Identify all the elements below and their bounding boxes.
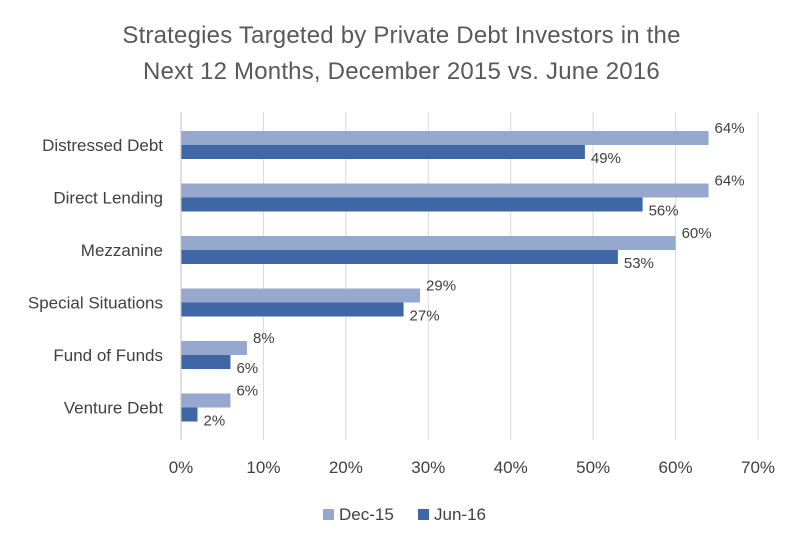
x-tick-label: 70% [741, 458, 775, 477]
category-label: Fund of Funds [53, 346, 163, 365]
data-label: 29% [426, 278, 456, 295]
data-label: 6% [236, 383, 258, 400]
bar-jun-16 [181, 302, 404, 317]
chart-title-line-2: Next 12 Months, December 2015 vs. June 2… [143, 58, 660, 85]
category-label: Venture Debt [64, 399, 164, 418]
x-tick-label: 20% [329, 458, 363, 477]
bar-dec-15 [181, 341, 247, 355]
bar-jun-16 [181, 355, 231, 369]
x-tick-label: 0% [169, 458, 194, 477]
data-label: 60% [682, 225, 712, 242]
x-tick-label: 30% [411, 458, 445, 477]
x-tick-label: 40% [494, 458, 528, 477]
legend-label-jun-16: Jun-16 [434, 505, 486, 524]
data-label: 2% [203, 413, 225, 430]
x-tick-label: 10% [246, 458, 280, 477]
bar-jun-16 [181, 145, 585, 159]
data-label: 8% [253, 330, 275, 347]
bar-dec-15 [181, 393, 231, 408]
category-label: Special Situations [28, 294, 163, 313]
bar-jun-16 [181, 407, 198, 422]
category-label: Direct Lending [53, 189, 163, 208]
bar-dec-15 [181, 288, 421, 303]
data-label: 64% [715, 120, 745, 137]
data-label: 56% [649, 203, 679, 220]
chart-title-line-1: Strategies Targeted by Private Debt Inve… [122, 22, 681, 49]
data-label: 49% [591, 150, 621, 167]
bar-jun-16 [181, 197, 643, 212]
bar-dec-15 [181, 236, 676, 250]
category-label: Distressed Debt [42, 136, 163, 155]
data-label: 53% [624, 255, 654, 272]
x-tick-label: 50% [576, 458, 610, 477]
legend-label-dec-15: Dec-15 [339, 505, 394, 524]
bar-dec-15 [181, 183, 709, 198]
bar-jun-16 [181, 250, 618, 264]
x-tick-label: 60% [659, 458, 693, 477]
data-label: 27% [410, 308, 440, 325]
legend-swatch-jun-16 [418, 509, 429, 520]
data-label: 6% [236, 360, 258, 377]
category-label: Mezzanine [81, 241, 163, 260]
data-label: 64% [715, 173, 745, 190]
legend-swatch-dec-15 [323, 509, 334, 520]
bar-dec-15 [181, 131, 709, 145]
